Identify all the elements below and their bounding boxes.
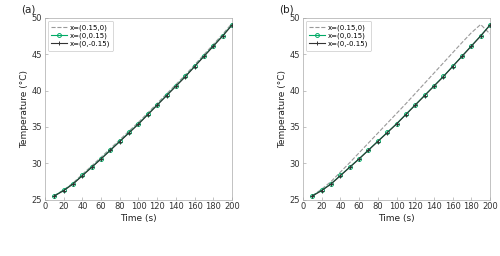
Legend: x=(0.15,0), x=(0,0.15), x=(0,-0.15): x=(0.15,0), x=(0,0.15), x=(0,-0.15) [306, 21, 371, 51]
Text: (a): (a) [20, 4, 35, 14]
X-axis label: Time (s): Time (s) [120, 214, 157, 223]
X-axis label: Time (s): Time (s) [378, 214, 415, 223]
Text: (b): (b) [278, 4, 293, 14]
Y-axis label: Temperature (°C): Temperature (°C) [20, 70, 29, 148]
Y-axis label: Temperature (°C): Temperature (°C) [278, 70, 287, 148]
Legend: x=(0.15,0), x=(0,0.15), x=(0,-0.15): x=(0.15,0), x=(0,0.15), x=(0,-0.15) [48, 21, 113, 51]
